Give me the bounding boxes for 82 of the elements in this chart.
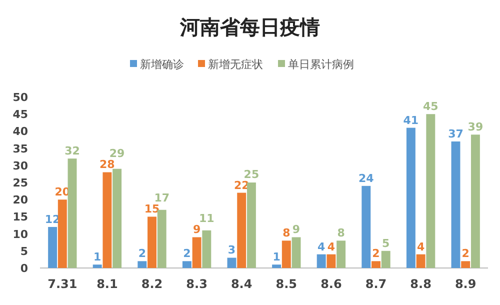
bar — [202, 230, 212, 268]
y-tick-label: 15 — [12, 210, 28, 224]
y-tick-label: 10 — [12, 228, 28, 241]
bar — [416, 254, 426, 268]
bar — [406, 128, 416, 268]
data-label: 17 — [154, 192, 170, 205]
bar — [182, 261, 192, 268]
bar — [381, 250, 390, 268]
bar — [246, 182, 256, 268]
data-label: 5 — [382, 236, 390, 250]
y-tick-label: 0 — [20, 262, 28, 275]
x-tick-label: 8.7 — [365, 277, 387, 291]
bar — [316, 254, 326, 268]
bar — [58, 200, 67, 268]
bar — [192, 237, 202, 268]
bar — [336, 240, 346, 268]
data-label: 24 — [358, 172, 374, 185]
bar — [148, 216, 156, 268]
data-label: 37 — [448, 127, 464, 140]
data-label: 28 — [100, 158, 115, 172]
x-tick-label: 8.8 — [410, 277, 432, 291]
data-label: 45 — [423, 100, 438, 114]
y-tick-label: 30 — [12, 159, 28, 172]
data-label: 8 — [282, 226, 290, 240]
y-tick-label: 35 — [12, 142, 28, 156]
data-label: 15 — [144, 202, 160, 216]
x-tick-label: 7.31 — [48, 277, 78, 291]
y-tick-label: 25 — [12, 176, 28, 190]
y-tick-label: 20 — [12, 194, 28, 207]
y-tick-label: 5 — [20, 244, 28, 258]
data-label: 41 — [403, 114, 419, 127]
data-label: 2 — [462, 247, 470, 260]
bar — [292, 237, 301, 268]
bar — [326, 254, 336, 268]
bar — [112, 168, 122, 268]
data-label: 4 — [318, 240, 326, 254]
bar — [237, 192, 246, 268]
bar — [157, 210, 166, 268]
data-label: 1 — [272, 250, 280, 264]
bar — [372, 261, 380, 268]
bar — [451, 141, 460, 268]
bar — [92, 264, 102, 268]
data-label: 9 — [292, 223, 300, 236]
chart-title: 河南省每日疫情 — [179, 15, 320, 39]
data-label: 2 — [183, 247, 191, 260]
x-tick-label: 8.1 — [96, 277, 118, 291]
x-tick-label: 8.3 — [186, 277, 208, 291]
bar — [48, 226, 58, 268]
data-label: 4 — [416, 240, 425, 254]
data-label: 11 — [199, 212, 214, 226]
x-tick-label: 8.2 — [141, 277, 163, 291]
data-label: 3 — [228, 244, 236, 257]
data-label: 1 — [94, 250, 102, 264]
x-tick-label: 8.5 — [276, 277, 298, 291]
data-label: 4 — [327, 240, 336, 254]
data-label: 39 — [468, 120, 484, 134]
bar — [102, 172, 112, 268]
y-tick-label: 45 — [12, 108, 28, 122]
bar — [426, 114, 436, 268]
bar — [227, 258, 236, 268]
x-tick-label: 8.6 — [320, 277, 342, 291]
bar — [68, 158, 77, 268]
x-tick-label: 8.4 — [230, 277, 252, 291]
data-label: 2 — [372, 247, 380, 260]
bar — [272, 264, 282, 268]
legend-label: 新增确诊 — [140, 58, 184, 71]
bar — [138, 261, 147, 268]
data-label: 2 — [138, 247, 146, 260]
y-tick-label: 50 — [12, 91, 28, 104]
x-tick-label: 8.9 — [454, 277, 476, 291]
data-label: 9 — [192, 223, 201, 236]
y-tick-label: 40 — [12, 125, 28, 138]
bar — [362, 186, 371, 268]
data-label: 8 — [337, 226, 345, 240]
bar — [470, 134, 480, 268]
legend-label: 单日累计病例 — [288, 58, 354, 71]
bar — [282, 240, 291, 268]
data-label: 32 — [64, 144, 80, 158]
data-label: 29 — [109, 147, 125, 160]
legend-label: 新增无症状 — [208, 58, 263, 71]
bar — [461, 261, 470, 268]
data-label: 25 — [244, 168, 260, 181]
